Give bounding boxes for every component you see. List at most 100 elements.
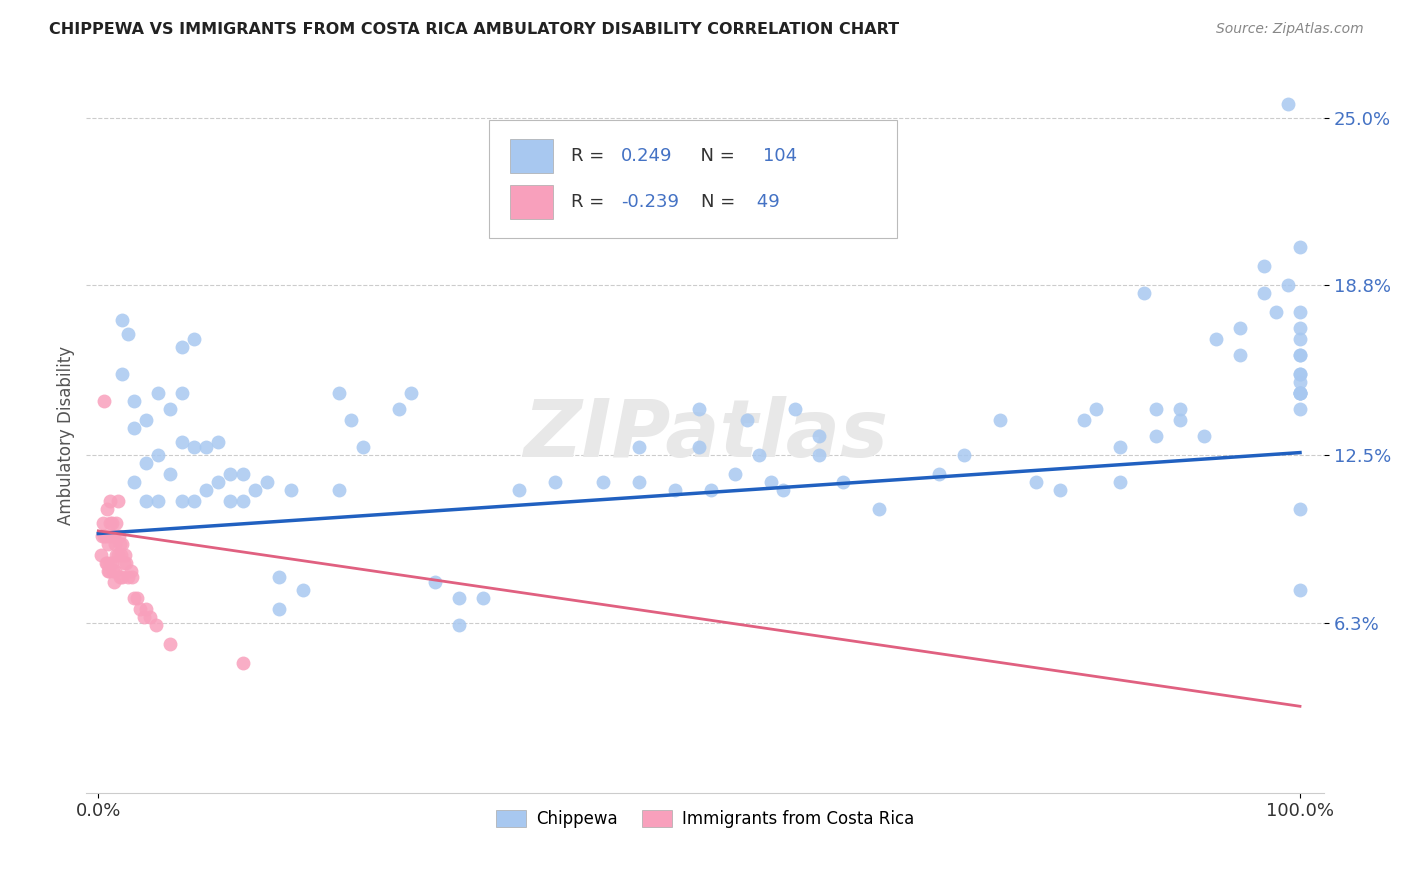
Point xyxy=(339,413,361,427)
Point xyxy=(90,529,112,543)
Point xyxy=(399,386,422,401)
Point xyxy=(280,483,302,498)
Point xyxy=(1289,386,1312,401)
Point xyxy=(1289,321,1312,335)
Point xyxy=(172,494,194,508)
Point xyxy=(148,448,170,462)
Point xyxy=(1289,583,1312,598)
Point xyxy=(103,529,125,543)
Point xyxy=(952,448,974,462)
Point xyxy=(124,421,146,435)
Point xyxy=(1049,483,1071,498)
Point xyxy=(101,529,124,543)
Point xyxy=(267,602,290,616)
Text: N =: N = xyxy=(702,193,741,211)
Point xyxy=(219,494,242,508)
Point xyxy=(1084,402,1107,417)
Point xyxy=(207,434,229,449)
Point xyxy=(97,565,120,579)
Point xyxy=(135,602,157,616)
Point xyxy=(94,529,117,543)
Text: N =: N = xyxy=(689,147,741,165)
Point xyxy=(808,429,831,443)
Point xyxy=(1289,240,1312,254)
Point xyxy=(135,456,157,470)
Point xyxy=(447,618,470,632)
Point xyxy=(1229,348,1251,362)
Point xyxy=(159,467,181,482)
Point xyxy=(328,386,350,401)
Point xyxy=(1289,502,1312,516)
Point xyxy=(988,413,1011,427)
Text: 104: 104 xyxy=(763,147,797,165)
Point xyxy=(172,340,194,354)
Point xyxy=(688,440,710,454)
Point xyxy=(1168,402,1191,417)
Point xyxy=(112,556,135,570)
Point xyxy=(1289,402,1312,417)
Point xyxy=(135,494,157,508)
Text: ZIPatlas: ZIPatlas xyxy=(523,396,887,474)
Point xyxy=(1289,368,1312,382)
Point xyxy=(105,548,128,562)
Point xyxy=(148,494,170,508)
Point xyxy=(98,516,121,530)
Point xyxy=(125,591,148,606)
Point xyxy=(1108,440,1130,454)
Point xyxy=(132,610,155,624)
Point xyxy=(592,475,614,490)
Point xyxy=(1289,348,1312,362)
Point xyxy=(628,440,651,454)
Point xyxy=(124,475,146,490)
Point xyxy=(172,434,194,449)
Text: -0.239: -0.239 xyxy=(621,193,679,211)
Point xyxy=(291,583,314,598)
Point xyxy=(98,556,121,570)
Point xyxy=(772,483,794,498)
Point xyxy=(1205,332,1227,346)
Point xyxy=(98,565,121,579)
Point xyxy=(1108,475,1130,490)
FancyBboxPatch shape xyxy=(488,120,897,238)
Point xyxy=(104,565,127,579)
Point xyxy=(96,556,118,570)
Point xyxy=(114,548,136,562)
Point xyxy=(159,402,181,417)
Point xyxy=(748,448,770,462)
Point xyxy=(124,394,146,409)
Point xyxy=(93,394,115,409)
Point xyxy=(96,502,118,516)
Point xyxy=(145,618,167,632)
Point xyxy=(1265,305,1288,319)
Point xyxy=(231,467,253,482)
Point xyxy=(120,565,142,579)
Point xyxy=(183,332,205,346)
Text: R =: R = xyxy=(571,147,610,165)
Point xyxy=(735,413,758,427)
Point xyxy=(724,467,747,482)
Point xyxy=(544,475,567,490)
Point xyxy=(104,537,127,551)
Point xyxy=(107,548,129,562)
Point xyxy=(1289,386,1312,401)
Point xyxy=(447,591,470,606)
Point xyxy=(172,386,194,401)
Point xyxy=(1025,475,1047,490)
Point xyxy=(111,368,134,382)
Point xyxy=(1192,429,1215,443)
Point xyxy=(388,402,411,417)
Point xyxy=(195,440,218,454)
Point xyxy=(111,537,134,551)
Point xyxy=(785,402,807,417)
Point xyxy=(471,591,494,606)
Point xyxy=(1229,321,1251,335)
Point xyxy=(1144,429,1167,443)
Point xyxy=(1144,402,1167,417)
Point xyxy=(1289,386,1312,401)
Point xyxy=(111,313,134,327)
Point xyxy=(139,610,162,624)
Point xyxy=(928,467,950,482)
Point xyxy=(183,494,205,508)
Point xyxy=(1253,286,1275,301)
Point xyxy=(1168,413,1191,427)
